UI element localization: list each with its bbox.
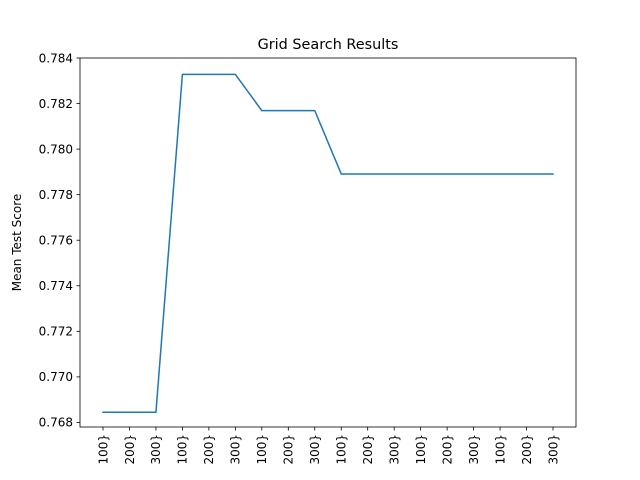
plot-area: [80, 58, 576, 427]
y-tick-label: 0.776: [39, 234, 73, 248]
x-tick-label: 200}: [520, 434, 534, 465]
x-tick-label: 100}: [414, 434, 428, 465]
x-tick-label: 300}: [387, 434, 401, 465]
y-tick-label: 0.784: [39, 51, 73, 65]
plot-frame: [79, 57, 577, 428]
x-tick-label: 200}: [440, 434, 454, 465]
x-tick-label: 300}: [546, 434, 560, 465]
series-line: [102, 73, 554, 413]
y-tick-label: 0.768: [39, 416, 73, 430]
x-tick-label: 300}: [149, 434, 163, 465]
series-layer: [102, 73, 554, 413]
y-tick-label: 0.782: [39, 97, 73, 111]
x-tick-label: 300}: [308, 434, 322, 465]
x-tick-label: 300}: [229, 434, 243, 465]
y-tick-label: 0.770: [39, 370, 73, 384]
x-tick-label: 100}: [493, 434, 507, 465]
x-tick-label: 200}: [202, 434, 216, 465]
x-tick-label: 100}: [255, 434, 269, 465]
y-tick-label: 0.780: [39, 142, 73, 156]
x-tick-label: 100}: [176, 434, 190, 465]
x-tick-label: 200}: [361, 434, 375, 465]
y-tick-label: 0.778: [39, 188, 73, 202]
y-tick-label: 0.774: [39, 279, 73, 293]
x-tick-label: 100}: [96, 434, 110, 465]
chart-title: Grid Search Results: [258, 37, 399, 53]
y-tick-label: 0.772: [39, 325, 73, 339]
x-tick-label: 300}: [467, 434, 481, 465]
x-tick-label: 100}: [335, 434, 349, 465]
ticks-layer: 0.768 0.770 0.772 0.774 0.776 0.778 0.780 0.782…: [39, 51, 561, 464]
x-tick-label: 200}: [123, 434, 137, 465]
x-tick-label: 200}: [282, 434, 296, 465]
y-axis-label: Mean Test Score: [10, 194, 24, 292]
